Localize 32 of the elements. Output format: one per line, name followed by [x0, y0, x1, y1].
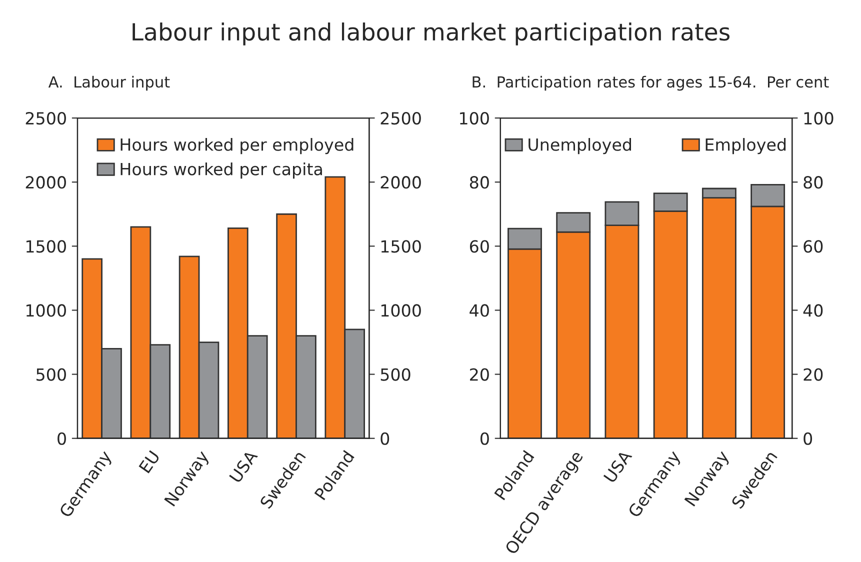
y2-tick-label: 0 — [380, 432, 390, 445]
y-tick-label: 20 — [470, 368, 489, 381]
y2-tick-label: 100 — [804, 112, 834, 125]
y-tick-label: 100 — [460, 112, 489, 125]
chart-subtitle: A. Labour input — [48, 76, 170, 91]
y-tick-label: 2000 — [26, 176, 66, 189]
y2-tick-label: 2000 — [380, 176, 421, 189]
y2-tick-label: 2500 — [380, 112, 421, 125]
y-tick-label: 1000 — [26, 304, 66, 317]
y2-tick-label: 1500 — [381, 240, 421, 253]
y-tick-label: 1500 — [26, 240, 66, 253]
y-tick-label: 40 — [470, 304, 489, 317]
y2-tick-label: 20 — [804, 368, 823, 381]
legend-label: Hours worked per employed — [120, 138, 354, 154]
y2-tick-label: 500 — [380, 368, 410, 381]
y-tick-label: 0 — [58, 432, 66, 445]
y-tick-label: 2500 — [26, 112, 66, 125]
x-tick-label: EU — [138, 450, 160, 474]
y2-tick-label: 0 — [804, 432, 812, 445]
y-tick-label: 0 — [480, 432, 489, 445]
y-tick-label: 80 — [470, 176, 489, 189]
text: Labour input and labour market participation rates — [132, 22, 730, 46]
y2-tick-label: 60 — [804, 240, 823, 253]
chart-subtitle: B. Participation rates for ages 15-64. Per cent — [472, 76, 829, 91]
y2-tick-label: 40 — [803, 304, 823, 317]
legend-label: Unemployed — [528, 138, 631, 154]
y2-tick-label: 80 — [804, 176, 823, 189]
y-tick-label: 500 — [36, 368, 66, 381]
legend-label: Hours worked per capita — [120, 162, 322, 179]
legend-label: Employed — [706, 138, 786, 154]
y2-tick-label: 1000 — [381, 304, 421, 317]
y-tick-label: 60 — [470, 240, 489, 253]
